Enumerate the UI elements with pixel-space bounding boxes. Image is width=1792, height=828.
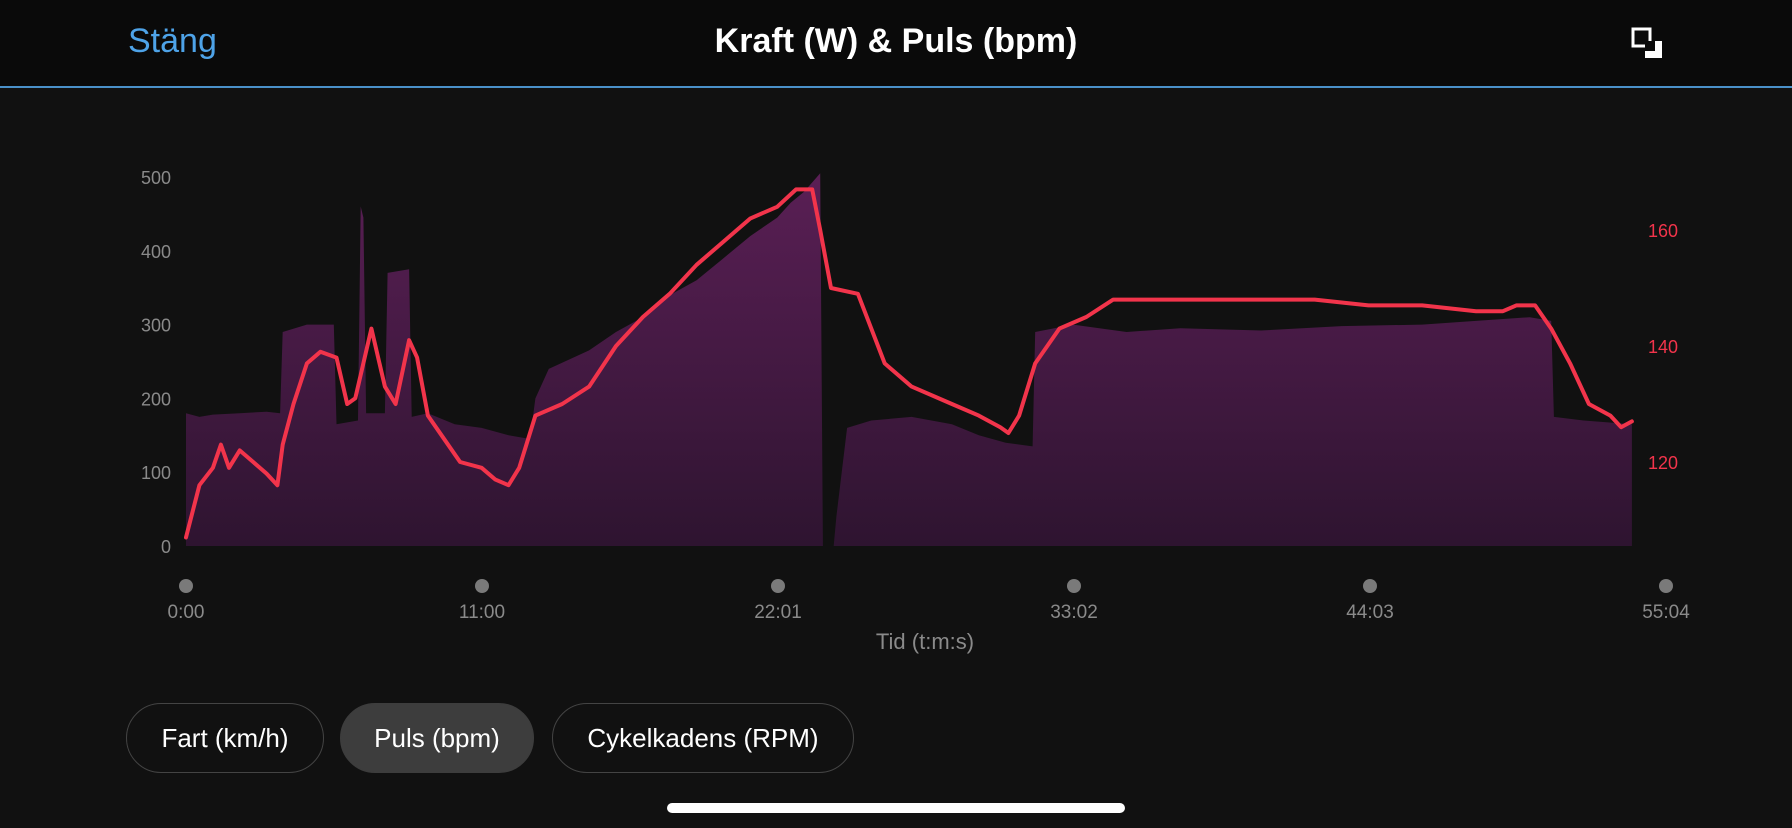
page-title: Kraft (W) & Puls (bpm)	[714, 22, 1078, 60]
y-left-tick-label: 100	[141, 463, 171, 483]
x-tick-dot	[1067, 579, 1081, 593]
y-left-tick-label: 500	[141, 168, 171, 188]
y-left-tick-label: 0	[161, 537, 171, 557]
x-tick-dot	[1659, 579, 1673, 593]
x-tick-dot	[475, 579, 489, 593]
x-tick-dot	[1363, 579, 1377, 593]
heart-rate-line-series	[184, 187, 1634, 540]
tab-cykelkadens[interactable]: Cykelkadens (RPM)	[552, 703, 854, 773]
home-indicator	[667, 803, 1125, 813]
x-tick-dot	[179, 579, 193, 593]
x-tick-label: 0:00	[168, 602, 205, 623]
chart-area: 0 100 200 300 400 500 120 140 160 0:00 11:00 22:01 3…	[0, 90, 1792, 670]
y-right-tick-label: 120	[1648, 453, 1678, 473]
tab-puls[interactable]: Puls (bpm)	[340, 703, 534, 773]
x-tick-label: 44:03	[1346, 602, 1394, 623]
y-right-tick-label: 140	[1648, 337, 1678, 357]
x-tick-label: 22:01	[754, 602, 802, 623]
x-axis-label: Tid (t:m:s)	[876, 629, 974, 654]
x-tick-label: 33:02	[1050, 602, 1098, 623]
close-button[interactable]: Stäng	[128, 22, 217, 60]
y-left-tick-label: 300	[141, 316, 171, 336]
x-tick-dot	[771, 579, 785, 593]
top-bar: Stäng Kraft (W) & Puls (bpm)	[0, 0, 1792, 88]
y-right-tick-label: 160	[1648, 221, 1678, 241]
x-tick-label: 11:00	[459, 602, 505, 623]
tab-fart[interactable]: Fart (km/h)	[126, 703, 324, 773]
y-left-tick-label: 400	[141, 242, 171, 262]
power-heart-rate-chart: 0 100 200 300 400 500 120 140 160 0:00 11:00 22:01 3…	[141, 168, 1690, 654]
x-tick-label: 55:04	[1642, 602, 1690, 623]
y-left-tick-label: 200	[141, 389, 171, 409]
power-area-series	[186, 173, 1632, 547]
fullscreen-icon[interactable]	[1630, 26, 1666, 62]
